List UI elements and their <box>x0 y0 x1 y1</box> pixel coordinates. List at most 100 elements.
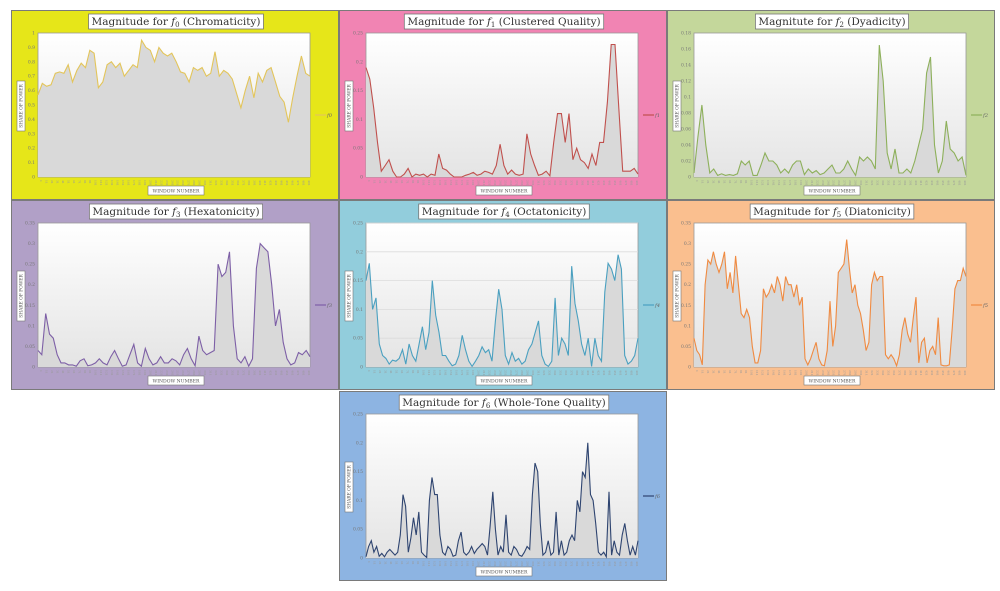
x-tick-label: 11 <box>700 180 704 184</box>
x-tick-label: 81 <box>411 561 415 565</box>
x-tick-label: 51 <box>394 180 398 184</box>
x-tick-label: 141 <box>444 561 448 567</box>
chart-panel-f6: Magnitude for f6 (Whole-Tone Quality) 0 0.… <box>339 391 667 581</box>
x-tick-label: 101 <box>94 370 98 376</box>
x-tick-label: 131 <box>110 180 114 186</box>
chart-title: Magnitude for f5 (Diatonicity) <box>753 206 911 219</box>
y-label-box <box>344 80 354 132</box>
x-tick-label: 301 <box>203 180 207 186</box>
x-tick-label: 11 <box>700 370 704 374</box>
x-tick-label: 361 <box>236 180 240 186</box>
x-tick-label: 371 <box>897 180 901 186</box>
x-tick-label: 431 <box>274 180 278 186</box>
x-tick-label: 81 <box>411 370 415 374</box>
x-tick-label: 151 <box>449 370 453 376</box>
x-tick-label: 91 <box>416 180 420 184</box>
x-tick-label: 341 <box>553 180 557 186</box>
x-tick-label: 281 <box>520 561 524 567</box>
y-label-box <box>672 270 682 322</box>
x-label-box <box>803 185 861 196</box>
x-tick-label: 391 <box>252 370 256 376</box>
x-tick-label: 451 <box>941 180 945 186</box>
x-tick-label: 181 <box>465 561 469 567</box>
y-tick-label: 0.1 <box>356 307 363 313</box>
x-tick-label: 51 <box>394 370 398 374</box>
x-tick-label: 131 <box>766 180 770 186</box>
x-tick-label: 481 <box>302 180 306 186</box>
x-tick-label: 411 <box>263 370 267 376</box>
x-tick-label: 381 <box>247 370 251 376</box>
x-tick-label: 381 <box>575 561 579 567</box>
x-tick-label: 1 <box>367 370 371 372</box>
chart-panel-f0: Magnitude for f0 (Chromaticity) 0 0.1 0.2 0.… <box>11 10 339 200</box>
x-tick-label: 21 <box>50 370 54 374</box>
y-tick-label: 0.18 <box>681 31 691 37</box>
x-tick-label: 411 <box>591 180 595 186</box>
x-axis-label: WINDOW NUMBER <box>481 189 529 195</box>
x-tick-label: 361 <box>892 370 896 376</box>
x-tick-label: 151 <box>777 180 781 186</box>
x-tick-label: 81 <box>411 180 415 184</box>
x-tick-label: 181 <box>793 180 797 186</box>
x-tick-label: 101 <box>94 180 98 186</box>
chart-title-box <box>88 13 264 30</box>
x-tick-label: 161 <box>127 370 131 376</box>
y-tick-label: 0.3 <box>684 241 691 247</box>
x-tick-label: 311 <box>537 561 541 567</box>
x-tick-label: 311 <box>537 180 541 186</box>
x-tick-label: 291 <box>198 370 202 376</box>
x-tick-label: 221 <box>487 370 491 376</box>
x-tick-label: 121 <box>433 180 437 186</box>
x-tick-label: 341 <box>225 180 229 186</box>
x-tick-label: 111 <box>99 180 103 186</box>
y-tick-label: 0.2 <box>356 249 363 255</box>
x-tick-label: 331 <box>547 370 551 376</box>
x-tick-label: 101 <box>750 180 754 186</box>
x-tick-label: 301 <box>859 370 863 376</box>
chart-title-box <box>403 13 605 30</box>
x-tick-label: 471 <box>624 180 628 186</box>
x-tick-label: 441 <box>936 180 940 186</box>
x-tick-label: 381 <box>575 370 579 376</box>
x-tick-label: 401 <box>586 370 590 376</box>
x-tick-label: 61 <box>728 180 732 184</box>
chart-title: Magnitude for f6 (Whole-Tone Quality) <box>402 397 606 410</box>
x-tick-label: 231 <box>821 370 825 376</box>
y-axis-label: SHARE OF POWER <box>348 84 353 128</box>
x-tick-label: 161 <box>127 180 131 186</box>
x-tick-label: 251 <box>176 370 180 376</box>
x-tick-label: 211 <box>154 180 158 186</box>
y-tick-label: 0.15 <box>353 469 363 475</box>
x-tick-label: 21 <box>378 180 382 184</box>
x-tick-label: 171 <box>460 370 464 376</box>
y-axis-label: SHARE OF POWER <box>20 274 25 318</box>
y-tick-label: 0.2 <box>28 146 35 152</box>
x-tick-label: 391 <box>580 370 584 376</box>
y-tick-label: 0.2 <box>28 282 35 288</box>
x-tick-label: 161 <box>455 180 459 186</box>
x-tick-label: 451 <box>285 370 289 376</box>
chart-title-box <box>418 203 590 220</box>
x-tick-label: 291 <box>526 561 530 567</box>
x-axis-label: WINDOW NUMBER <box>809 189 857 195</box>
x-tick-label: 421 <box>925 370 929 376</box>
x-tick-label: 191 <box>471 561 475 567</box>
x-tick-label: 381 <box>247 180 251 186</box>
y-tick-label: 0.2 <box>356 440 363 446</box>
x-tick-label: 491 <box>635 561 639 567</box>
x-tick-label: 441 <box>608 561 612 567</box>
x-tick-label: 21 <box>706 370 710 374</box>
x-tick-label: 181 <box>465 180 469 186</box>
x-tick-label: 261 <box>509 180 513 186</box>
x-tick-label: 281 <box>520 370 524 376</box>
y-tick-label: 0.8 <box>28 59 35 65</box>
chart-title: Magnitude for f4 (Octatonicity) <box>422 206 587 219</box>
x-tick-label: 291 <box>854 180 858 186</box>
title-quality: (Octatonicity) <box>510 206 587 218</box>
x-tick-label: 221 <box>159 180 163 186</box>
x-tick-label: 291 <box>526 370 530 376</box>
x-tick-label: 111 <box>427 561 431 567</box>
x-tick-label: 471 <box>296 180 300 186</box>
x-tick-label: 491 <box>635 180 639 186</box>
x-tick-label: 181 <box>137 370 141 376</box>
